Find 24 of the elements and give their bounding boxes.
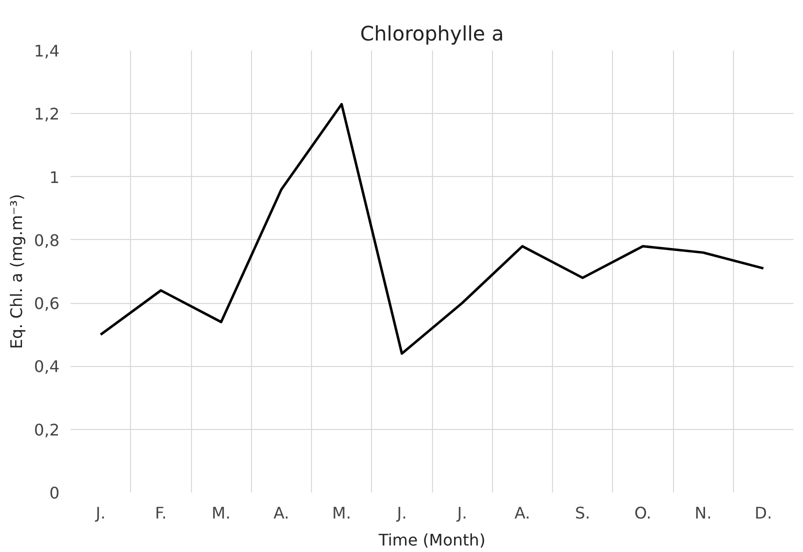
x-tick-label: S. <box>575 504 590 522</box>
y-axis-title: Eq. Chl. a (mg.m⁻³) <box>7 194 26 350</box>
y-tick-label: 0,8 <box>34 230 60 250</box>
chart-title: Chlorophylle a <box>360 22 504 46</box>
y-tick-label: 1,2 <box>34 104 60 124</box>
y-tick-label: 1 <box>49 168 60 187</box>
x-tick-label: F. <box>155 504 167 522</box>
y-tick-label: 1,4 <box>34 42 60 60</box>
x-tick-label: J. <box>94 504 106 522</box>
x-tick-label: N. <box>694 504 712 522</box>
x-tick-label: J. <box>396 504 407 522</box>
x-tick-label: O. <box>634 504 652 522</box>
y-tick-label: 0 <box>49 484 60 502</box>
x-tick-label: M. <box>332 504 352 522</box>
x-tick-label: M. <box>212 504 231 522</box>
y-tick-label: 0,4 <box>34 357 60 376</box>
y-tick-label: 0,2 <box>34 420 60 440</box>
x-tick-label: A. <box>514 504 530 522</box>
x-axis-title: Time (Month) <box>378 530 486 550</box>
x-tick-label: J. <box>456 504 468 522</box>
x-tick-label: D. <box>754 504 772 522</box>
y-tick-label: 0,6 <box>34 294 60 314</box>
x-tick-label: A. <box>274 504 290 522</box>
line-series <box>99 102 765 355</box>
